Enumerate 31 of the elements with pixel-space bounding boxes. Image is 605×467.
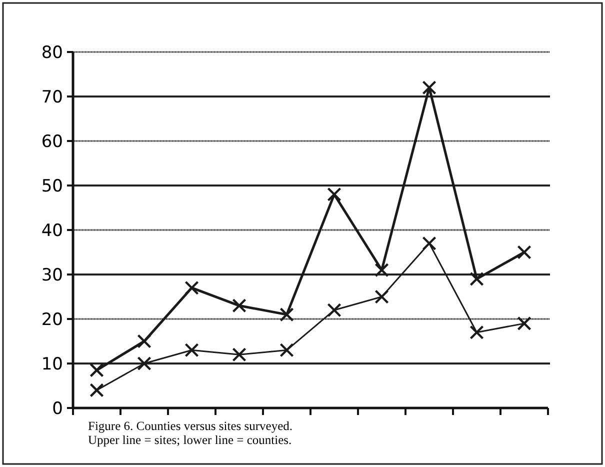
point: [137, 334, 152, 348]
point: [90, 363, 104, 378]
point: [232, 298, 246, 313]
point: [90, 383, 104, 398]
y-tick-label: 40: [41, 220, 63, 241]
point: [280, 343, 294, 358]
point: [184, 343, 199, 358]
point: [374, 262, 389, 278]
y-tick-label: 50: [41, 176, 63, 196]
point: [327, 187, 342, 202]
point: [517, 245, 532, 260]
y-tick-label: 70: [41, 87, 63, 108]
caption: Figure 6. Counties versus sites surveyed.: [88, 419, 292, 433]
point: [137, 356, 152, 371]
point: [327, 303, 342, 318]
point: [470, 325, 484, 340]
point: [422, 236, 436, 250]
y-tick-label: 30: [41, 265, 63, 286]
y-tick-label: 0: [52, 398, 63, 419]
y-tick-label: 10: [41, 354, 63, 374]
text: Upper line = sites; lower line = counties.: [88, 433, 292, 447]
point: [470, 272, 484, 286]
point: [374, 290, 389, 304]
point: [422, 80, 436, 95]
point: [184, 280, 199, 295]
y-tick-label: 60: [41, 132, 63, 152]
point: [280, 307, 294, 322]
y-tick-label: 20: [41, 310, 63, 330]
point: [517, 316, 532, 331]
point: [232, 348, 246, 362]
y-tick-label: 80: [41, 42, 63, 63]
